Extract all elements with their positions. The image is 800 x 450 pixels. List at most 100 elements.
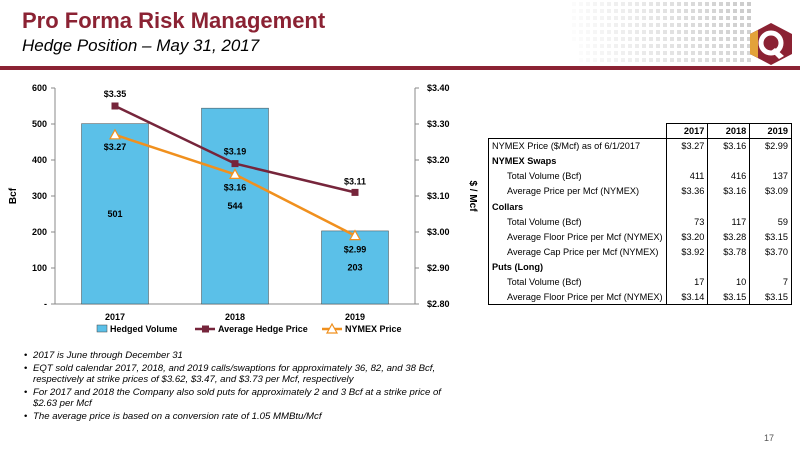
decorative-dot (635, 2, 639, 6)
y-right-tick-label: $2.90 (427, 263, 450, 273)
decorative-dot (719, 2, 723, 6)
decorative-dot (698, 2, 702, 6)
decorative-dot (726, 30, 730, 34)
decorative-dot (691, 44, 695, 48)
table-cell (749, 198, 792, 215)
table-row-label: Average Floor Price per Mcf (NYMEX) (488, 289, 667, 306)
decorative-dot (642, 44, 646, 48)
y-left-tick-label: 300 (32, 191, 47, 201)
decorative-dot (649, 37, 653, 41)
decorative-dot (733, 23, 737, 27)
hedge-position-chart: - 100 200 300 400 500 600 $2.80 $2.90 $3.00 $3.10 $… (8, 83, 478, 334)
decorative-dot (593, 37, 597, 41)
decorative-dot (705, 58, 709, 62)
decorative-dot (593, 44, 597, 48)
decorative-dot (642, 37, 646, 41)
decorative-dot (600, 37, 604, 41)
decorative-dot (684, 30, 688, 34)
decorative-dot (705, 51, 709, 55)
nymex-price-marker (108, 128, 122, 140)
decorative-dot (705, 44, 709, 48)
bar-value-label: 544 (227, 201, 242, 211)
decorative-dot (691, 37, 695, 41)
decorative-dot (642, 51, 646, 55)
decorative-dot (726, 51, 730, 55)
decorative-dot (628, 16, 632, 20)
decorative-dot (726, 16, 730, 20)
decorative-dot (747, 44, 751, 48)
decorative-dot (621, 30, 625, 34)
decorative-dot (614, 37, 618, 41)
decorative-dot (712, 58, 716, 62)
table-section-label: NYMEX Swaps (488, 153, 667, 169)
table-col-header: 2019 (749, 122, 792, 140)
decorative-dot (719, 58, 723, 62)
table-row: Total Volume (Bcf) 17 10 7 (488, 274, 792, 290)
decorative-dot (663, 30, 667, 34)
decorative-dot (698, 30, 702, 34)
table-row: NYMEX Price ($/Mcf) as of 6/1/2017 $3.27 $… (488, 138, 792, 154)
decorative-dot (698, 58, 702, 62)
decorative-dot (747, 23, 751, 27)
decorative-dot (712, 9, 716, 13)
decorative-dot (670, 44, 674, 48)
table-cell: 137 (749, 168, 792, 184)
table-row: Average Floor Price per Mcf (NYMEX) $3.14… (488, 289, 792, 306)
decorative-dot (719, 16, 723, 20)
decorative-dot (719, 30, 723, 34)
decorative-dot (684, 16, 688, 20)
decorative-dot (747, 2, 751, 6)
decorative-dot (670, 30, 674, 34)
table-row: Average Cap Price per Mcf (NYMEX) $3.92 $3… (488, 244, 792, 260)
bar-value-label: 501 (107, 209, 122, 219)
decorative-dot (740, 30, 744, 34)
decorative-dot (747, 51, 751, 55)
decorative-dot (635, 51, 639, 55)
table-row-label: NYMEX Price ($/Mcf) as of 6/1/2017 (488, 138, 667, 154)
decorative-dot (621, 9, 625, 13)
decorative-dot (712, 44, 716, 48)
decorative-dot (663, 37, 667, 41)
table-cell: 117 (707, 214, 750, 230)
decorative-dot (586, 30, 590, 34)
decorative-dot (586, 51, 590, 55)
decorative-dot (579, 58, 583, 62)
decorative-dot (593, 51, 597, 55)
decorative-dot (600, 2, 604, 6)
decorative-dot (649, 44, 653, 48)
decorative-dot (621, 37, 625, 41)
decorative-dot (621, 2, 625, 6)
table-cell: $3.15 (749, 229, 792, 245)
decorative-dot (698, 16, 702, 20)
decorative-dot (712, 2, 716, 6)
decorative-dot (607, 58, 611, 62)
decorative-dot (726, 58, 730, 62)
footnote-item: 2017 is June through December 31 (24, 350, 444, 362)
decorative-dot (621, 23, 625, 27)
decorative-dot (712, 30, 716, 34)
footnote-item: For 2017 and 2018 the Company also sold … (24, 387, 444, 410)
decorative-dot (656, 58, 660, 62)
decorative-dot (677, 58, 681, 62)
decorative-dot (649, 16, 653, 20)
table-cell: 411 (665, 168, 708, 184)
decorative-dot (656, 23, 660, 27)
decorative-dot (579, 23, 583, 27)
table-row-label: Total Volume (Bcf) (488, 168, 667, 184)
bar-hedged-volume (201, 107, 269, 305)
table-cell: 59 (749, 214, 792, 230)
decorative-dot (628, 51, 632, 55)
table-cell (665, 153, 708, 169)
page-title: Pro Forma Risk Management (22, 8, 326, 33)
decorative-dot (628, 30, 632, 34)
decorative-dot (698, 44, 702, 48)
decorative-dot (691, 51, 695, 55)
y-right-tick-label: $3.40 (427, 83, 450, 93)
decorative-dot (572, 9, 576, 13)
table-row: Collars (488, 198, 792, 215)
decorative-dot (677, 23, 681, 27)
table-corner (488, 123, 667, 140)
x-tick-label: 2017 (105, 312, 125, 322)
y-right-axis-title: $ / Mcf (467, 180, 478, 212)
table-cell: 17 (665, 274, 708, 290)
